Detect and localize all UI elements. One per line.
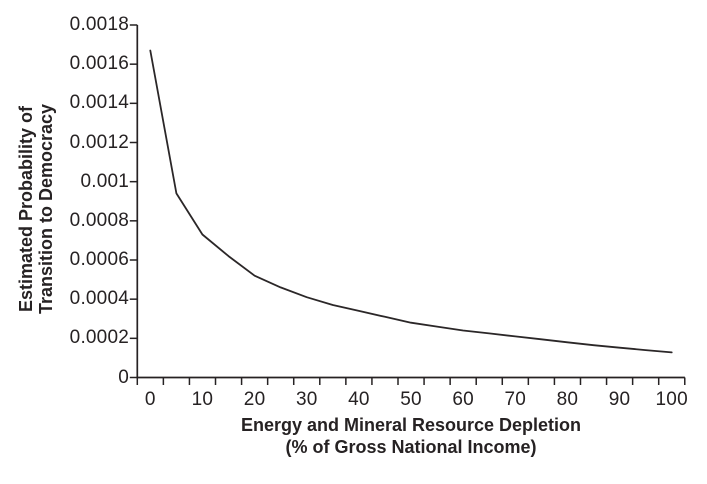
x-axis-title-line1: Energy and Mineral Resource Depletion [240,415,582,435]
y-axis-title-line1: Estimated Probability of [16,105,36,313]
y-axis-tick-label: 0.0012 [69,131,129,153]
x-axis-tick-label: 10 [191,389,214,410]
y-axis-tick-label: 0.001 [80,170,129,192]
y-axis-tick-label: 0.0006 [69,249,129,270]
x-axis-title: Energy and Mineral Resource Depletion (%… [137,414,685,458]
x-axis-tick-label: 60 [452,389,474,410]
y-axis-tick-label: 0 [118,366,129,388]
y-axis-tick-label: 0.0008 [69,209,129,231]
y-axis-tick-label: 0.0004 [69,288,129,310]
y-axis-tick-label: 0.0018 [69,14,129,35]
x-axis-tick-label: 90 [608,389,631,410]
x-axis-tick-label: 0 [144,389,156,410]
x-axis-tick-label: 20 [243,389,266,410]
y-axis-tick-label: 0.0016 [69,53,129,75]
x-axis-title-line2: (% of Gross National Income) [285,437,537,457]
x-axis-tick-label: 80 [556,389,579,410]
x-axis-tick-label: 100 [655,389,688,410]
x-axis-tick-label: 70 [504,389,527,410]
x-axis-tick-label: 30 [295,389,318,410]
y-axis-tick-label: 0.0014 [69,92,129,114]
x-axis-tick-label: 40 [348,389,370,410]
y-axis-tick-label: 0.0002 [69,327,129,349]
y-axis-title: Estimated Probability of Transition to D… [16,84,56,334]
probability-curve [149,49,673,354]
x-axis-tick-label: 50 [400,389,422,410]
